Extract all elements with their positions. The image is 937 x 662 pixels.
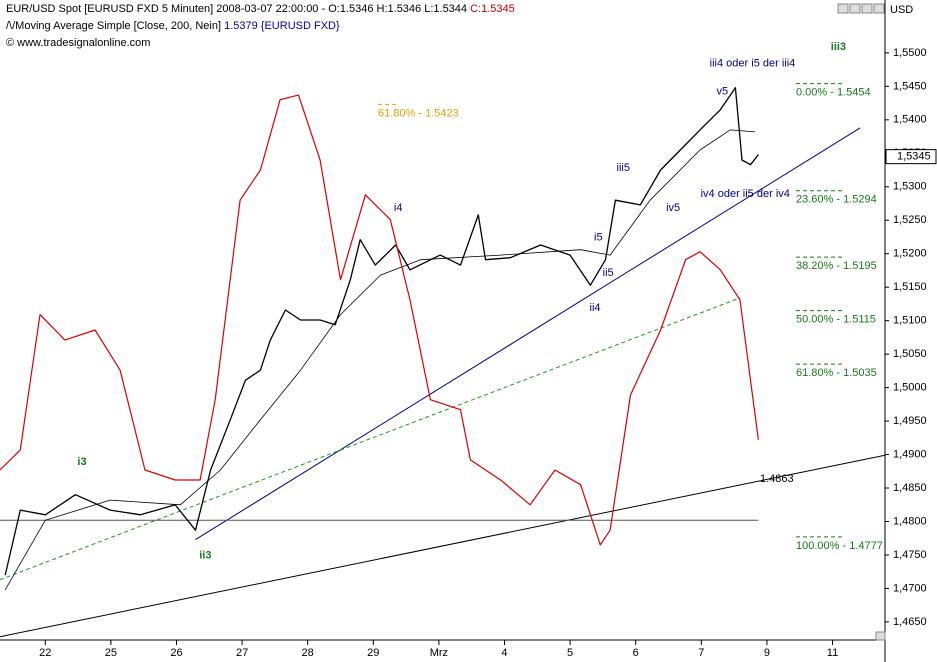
x-tick-label: 27: [236, 647, 248, 659]
button[interactable]: [875, 631, 886, 641]
indicator-value: 1.5379 {EURUSD FXD}: [224, 20, 340, 32]
y-tick-label: 1,5400: [893, 114, 927, 126]
wave-label: ii5: [603, 267, 614, 279]
y-tick-label: 1,5500: [893, 47, 927, 59]
y-tick-label: 1,5050: [893, 348, 927, 360]
indicator-line: /\/Moving Average Simple [Close, 200, Ne…: [6, 20, 340, 32]
series-line: [0, 94, 759, 546]
button[interactable]: [837, 3, 849, 14]
wave-label: v5: [716, 86, 728, 98]
button[interactable]: [849, 3, 861, 14]
y-tick-label: 1,5450: [893, 80, 927, 92]
y-tick-label: 1,4700: [893, 582, 927, 594]
fib-label: 23.60% - 1.5294: [796, 194, 877, 206]
wave-label: iii4 oder i5 der iii4: [710, 58, 796, 70]
series-line: [4, 87, 759, 576]
trendline: [0, 297, 741, 581]
x-tick-label: Mrz: [430, 647, 448, 659]
line-label: 1.4863: [760, 473, 794, 485]
wave-label: ii3: [199, 550, 211, 562]
y-tick-label: 1,4800: [893, 515, 927, 527]
y-tick-label: 1,5300: [893, 181, 927, 193]
header: EUR/USD Spot [EURUSD FXD 5 Minuten] 2008…: [6, 3, 515, 15]
wave-label: iv4 oder ii5 der iv4: [701, 188, 790, 200]
wave-label: i3: [77, 456, 86, 468]
y-tick-label: 1,5000: [893, 382, 927, 394]
fib-label: 100.00% - 1.4777: [796, 540, 883, 552]
wave-label: i5: [594, 232, 603, 244]
x-tick-label: 28: [302, 647, 314, 659]
fib-label: 61.80% - 1.5423: [378, 107, 459, 119]
x-tick-label: 4: [501, 647, 507, 659]
x-tick-label: 6: [633, 647, 639, 659]
x-tick-label: 11: [827, 647, 838, 659]
trendline: [195, 127, 861, 541]
y-tick-label: 1,4950: [893, 415, 927, 427]
x-tick-label: 9: [764, 647, 770, 659]
copyright: © www.tradesignalonline.com: [6, 37, 150, 49]
fib-label: 61.80% - 1.5035: [796, 367, 877, 379]
close: C:1.5345: [470, 3, 515, 15]
last-price-box: [885, 149, 937, 165]
window-buttons: [837, 3, 886, 641]
x-tick-label: 22: [39, 647, 51, 659]
indicator: /\/Moving Average Simple [Close, 200, Ne…: [6, 20, 221, 32]
button[interactable]: [873, 3, 885, 14]
y-tick-label: 1,5250: [893, 214, 927, 226]
y-tick-label: 1,4900: [893, 448, 927, 460]
title: EUR/USD Spot [EURUSD FXD 5 Minuten] 2008…: [6, 3, 467, 15]
x-tick-label: 5: [567, 647, 573, 659]
x-tick-label: 25: [105, 647, 117, 659]
series-line: [4, 129, 756, 590]
y-tick-label: 1,4650: [893, 616, 927, 628]
wave-label: ii4: [590, 302, 601, 314]
y-tick-label: 1,4850: [893, 482, 927, 494]
x-tick-label: 29: [367, 647, 379, 659]
unit: USD: [890, 4, 913, 16]
trendline: [0, 454, 886, 638]
wave-label: i4: [394, 202, 403, 214]
x-tick-label: 26: [170, 647, 182, 659]
y-tick-label: 1,5200: [893, 248, 927, 260]
last-price-label: 1,5345: [897, 151, 931, 163]
wave-label: iii3: [831, 41, 846, 53]
fib-label: 0.00% - 1.5454: [796, 87, 871, 99]
y-tick-label: 1,4750: [893, 549, 927, 561]
wave-label: iv5: [666, 202, 680, 214]
y-tick-label: 1,5100: [893, 315, 927, 327]
fib-label: 38.20% - 1.5195: [796, 260, 877, 272]
x-tick-label: 7: [698, 647, 704, 659]
wave-label: iii5: [617, 162, 630, 174]
y-tick-label: 1,5150: [893, 281, 927, 293]
button[interactable]: [861, 3, 873, 14]
fib-label: 50.00% - 1.5115: [796, 314, 876, 326]
